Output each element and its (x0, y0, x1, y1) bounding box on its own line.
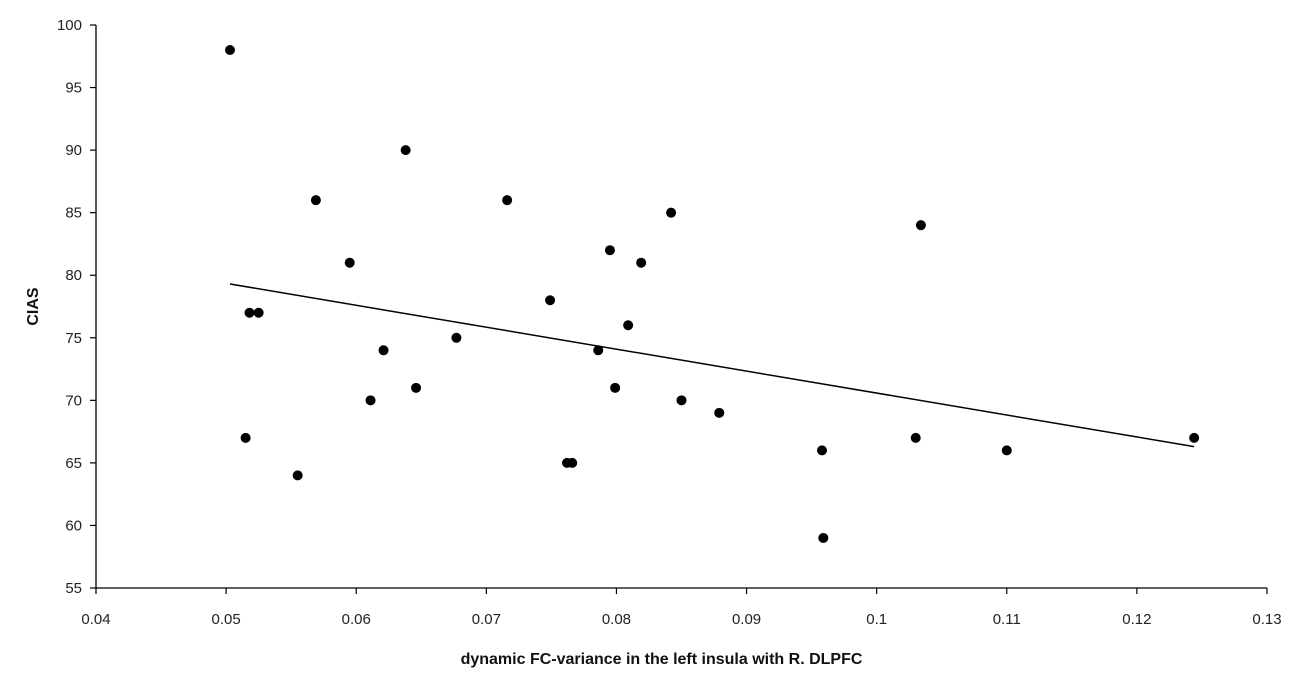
data-point (676, 395, 687, 406)
y-tick-label: 60 (65, 517, 82, 534)
x-tick-label: 0.12 (1122, 611, 1151, 628)
x-tick-label: 0.04 (81, 611, 110, 628)
data-point (636, 257, 647, 268)
x-tick-label: 0.09 (732, 611, 761, 628)
x-axis-ticks: 0.04 0.05 0.06 0.07 0.08 0.09 0.1 0.11 0.12 0.13 (81, 588, 1282, 628)
data-point (1001, 445, 1012, 456)
y-axis-ticks: 55 60 65 70 75 80 85 90 95 100 (57, 17, 96, 597)
data-point (253, 307, 264, 318)
data-point (365, 395, 376, 406)
data-points (225, 45, 1200, 543)
data-point (502, 195, 513, 206)
y-tick-label: 55 (65, 580, 82, 597)
x-axis-title: dynamic FC-variance in the left insula w… (461, 651, 863, 668)
data-point (817, 445, 828, 456)
data-point (610, 382, 621, 393)
data-point (244, 307, 255, 318)
data-point (411, 382, 422, 393)
data-point (240, 432, 251, 443)
data-point (915, 220, 926, 231)
y-tick-label: 100 (57, 17, 82, 34)
data-point (310, 195, 321, 206)
y-tick-label: 75 (65, 330, 82, 347)
data-point (593, 345, 604, 356)
y-tick-label: 65 (65, 455, 82, 472)
x-tick-label: 0.1 (866, 611, 887, 628)
x-tick-label: 0.11 (993, 611, 1021, 628)
data-point (545, 295, 556, 306)
x-tick-label: 0.08 (602, 611, 631, 628)
data-point (910, 432, 921, 443)
data-point (344, 257, 355, 268)
y-tick-label: 95 (65, 80, 82, 97)
y-tick-label: 90 (65, 142, 82, 159)
x-tick-label: 0.05 (212, 611, 241, 628)
data-point (714, 407, 725, 418)
data-point (378, 345, 389, 356)
data-point (225, 45, 236, 56)
y-tick-label: 70 (65, 392, 82, 409)
x-tick-label: 0.06 (342, 611, 371, 628)
data-point (604, 245, 615, 256)
trendline (229, 283, 1195, 448)
y-tick-label: 85 (65, 205, 82, 222)
data-point (666, 207, 677, 218)
data-point (818, 532, 829, 543)
data-point (1189, 432, 1200, 443)
data-point (567, 457, 578, 468)
x-tick-label: 0.13 (1252, 611, 1281, 628)
y-axis-title: CIAS (25, 287, 42, 326)
x-tick-label: 0.07 (472, 611, 501, 628)
data-point (623, 320, 634, 331)
data-point (400, 145, 411, 156)
data-point (451, 332, 462, 343)
data-point (292, 470, 303, 481)
y-tick-label: 80 (65, 267, 82, 284)
